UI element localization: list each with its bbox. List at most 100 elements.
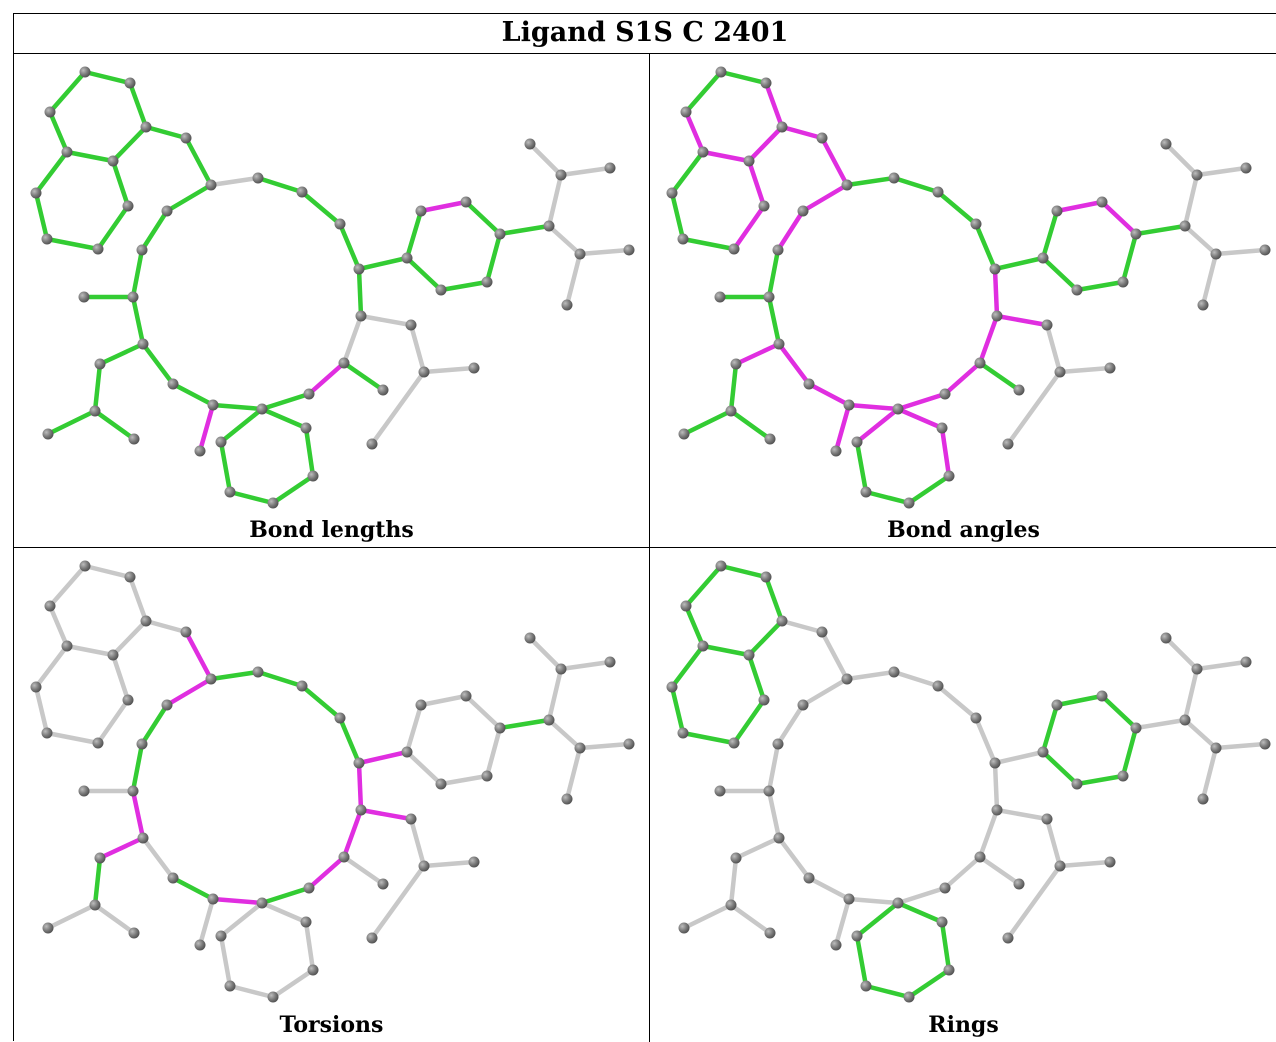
bond-x2-x3 [1163, 141, 1200, 178]
bond-m1-m2 [255, 175, 305, 195]
bond-t2-t3 [681, 408, 734, 437]
bond-m6-m7 [306, 854, 347, 891]
atom-n9 [677, 727, 689, 739]
atom-n9 [41, 233, 53, 245]
atom-u3 [267, 991, 279, 1003]
atom-m10 [167, 872, 179, 884]
bond-w3-w4 [1099, 199, 1139, 237]
bond-l2-m14 [800, 182, 850, 214]
atom-x3 [1160, 632, 1172, 644]
bond-n5-n6 [47, 603, 70, 649]
atom-t3 [678, 428, 690, 440]
atom-v1 [405, 319, 417, 331]
atom-x4 [604, 162, 616, 174]
atom-w1 [1037, 252, 1049, 264]
atom-m12 [127, 785, 139, 797]
bond-u5-m8 [895, 406, 945, 431]
bond-v1-v2 [408, 322, 427, 375]
bond-v1-v2 [1044, 322, 1063, 375]
bond-m7-m8 [895, 391, 948, 412]
bond-n9-n10 [33, 684, 50, 736]
atom-n2 [124, 571, 136, 583]
atom-w1 [1037, 746, 1049, 758]
bond-l1-l2 [183, 629, 214, 682]
atom-w4 [494, 722, 506, 734]
bond-m6-e2 [977, 360, 1022, 393]
atom-m1 [252, 666, 264, 678]
atom-n2 [760, 77, 772, 89]
bond-n4-n5 [64, 149, 116, 164]
atom-v4 [1002, 932, 1014, 944]
atom-m10 [803, 872, 815, 884]
atom-m3 [334, 218, 346, 230]
atom-u5 [300, 916, 312, 928]
atom-m8 [892, 403, 904, 415]
bond-t2-t4 [728, 408, 773, 442]
bond-l1-l2 [819, 629, 850, 682]
bond-u4-u5 [939, 425, 952, 479]
atom-m10 [803, 378, 815, 390]
atom-m4 [353, 263, 365, 275]
bond-m3-m4 [973, 715, 998, 766]
atom-m12 [763, 291, 775, 303]
bond-l2-m14 [164, 182, 214, 214]
bond-x5-x6 [577, 247, 632, 257]
bond-x1-x2 [1182, 666, 1200, 723]
molecule-diagram-rings [666, 560, 1271, 1003]
atom-x4 [604, 656, 616, 668]
atom-t1 [94, 358, 106, 370]
bond-n7-n8 [95, 203, 131, 252]
atom-m11 [773, 832, 785, 844]
bond-m5-m6 [977, 807, 1000, 860]
bond-n6-n1 [47, 69, 88, 115]
bond-m3-m4 [337, 221, 362, 272]
bond-m6-e2 [977, 854, 1022, 887]
bond-x5-x7 [1200, 745, 1219, 802]
bond-n4-n7 [746, 652, 767, 703]
bond-m8-m9 [210, 402, 265, 412]
bond-x1-x5 [1182, 223, 1219, 257]
bond-m11-m12 [766, 788, 782, 841]
bond-w3-w4 [1099, 693, 1139, 731]
atom-l2 [205, 179, 217, 191]
bond-m5-v1 [358, 807, 414, 822]
bond-u5-m8 [259, 900, 309, 925]
atom-m11 [137, 832, 149, 844]
atom-v3 [468, 362, 480, 374]
bond-n8-n9 [680, 236, 737, 252]
molecule-diagram-bond-lengths [30, 66, 635, 509]
atom-m4 [989, 757, 1001, 769]
bond-w6-w1 [404, 749, 444, 787]
atom-m5 [991, 804, 1003, 816]
bond-l1-l2 [183, 135, 214, 188]
bond-m9-m10 [806, 381, 852, 408]
bond-n3-l1 [143, 124, 189, 141]
bond-m10-m11 [776, 341, 812, 387]
bond-u1-u2 [854, 933, 869, 989]
bond-u2-u3 [863, 983, 912, 1000]
atom-m13 [772, 738, 784, 750]
bond-m11-t1 [97, 835, 146, 861]
bond-t1-t2 [728, 855, 739, 908]
bond-v2-v4 [369, 863, 427, 941]
atom-m9 [207, 399, 219, 411]
bond-u1-u2 [854, 439, 869, 495]
bond-n4-n5 [700, 643, 752, 658]
atom-e3 [714, 291, 726, 303]
bond-m2-m3 [935, 189, 979, 227]
bond-v2-v3 [421, 859, 477, 869]
atom-x6 [623, 738, 635, 750]
atom-n2 [760, 571, 772, 583]
bond-w4-w5 [484, 725, 503, 779]
atom-l2 [205, 673, 217, 685]
atom-n1 [715, 560, 727, 572]
atom-x7 [561, 299, 573, 311]
bond-m5-m6 [341, 807, 364, 860]
atom-m9 [207, 893, 219, 905]
atom-w2 [415, 205, 427, 217]
bond-w4-x1 [1133, 717, 1188, 731]
bond-m4-w1 [356, 749, 410, 766]
atom-u1 [851, 930, 863, 942]
bond-m2-m3 [299, 189, 343, 227]
bond-u3-u4 [906, 967, 952, 1000]
